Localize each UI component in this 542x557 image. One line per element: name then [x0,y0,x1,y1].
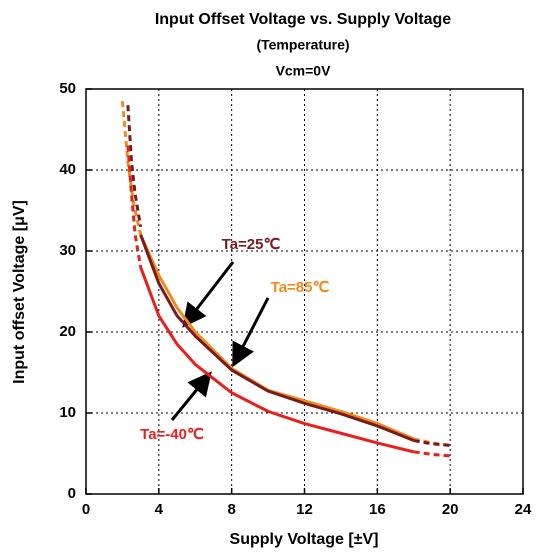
series-label: Ta=-40℃ [140,426,204,443]
y-tick-label: 40 [59,161,76,178]
series-line [139,234,415,442]
y-tick-label: 30 [59,242,76,259]
series-line [413,439,451,447]
x-axis-label: Supply Voltage [±V] [230,531,379,548]
y-axis-label: Input offset Voltage [μV] [11,200,28,384]
series-line [126,145,143,268]
series-label: Ta=85℃ [271,279,330,296]
x-tick-label: 0 [82,501,90,518]
chart-subtitle: (Temperature) [256,37,349,53]
x-tick-label: 4 [155,501,164,518]
y-tick-label: 20 [59,323,76,340]
x-tick-label: 12 [296,501,313,518]
series-line [120,101,143,236]
x-tick-label: 16 [369,501,386,518]
arrow [232,297,270,368]
plot-frame [85,88,524,495]
arrow [182,261,235,328]
series-label: Ta=25℃ [222,236,281,253]
x-tick-label: 24 [515,501,532,518]
x-tick-label: 8 [227,501,235,518]
y-tick-label: 0 [68,485,76,502]
y-tick-label: 10 [59,404,76,421]
series-line [139,266,415,454]
series-line [126,105,143,227]
x-tick-label: 20 [442,501,459,518]
chart-title: Input Offset Voltage vs. Supply Voltage [155,11,451,28]
condition: Vcm=0V [276,63,332,79]
y-tick-label: 50 [59,80,76,97]
series-line [413,450,451,458]
